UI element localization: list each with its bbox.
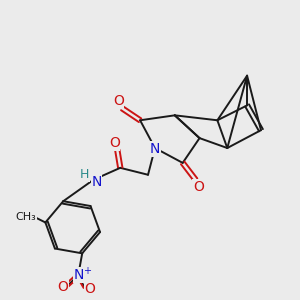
Text: O: O — [193, 180, 204, 194]
Text: O: O — [109, 136, 120, 150]
Text: +: + — [83, 266, 91, 276]
Text: O: O — [113, 94, 124, 109]
Text: N: N — [91, 175, 102, 189]
Text: N: N — [150, 142, 160, 156]
Text: H: H — [80, 168, 89, 181]
Text: N: N — [74, 268, 84, 282]
Text: CH₃: CH₃ — [15, 212, 36, 221]
Text: O: O — [57, 280, 68, 294]
Text: O: O — [85, 282, 96, 296]
